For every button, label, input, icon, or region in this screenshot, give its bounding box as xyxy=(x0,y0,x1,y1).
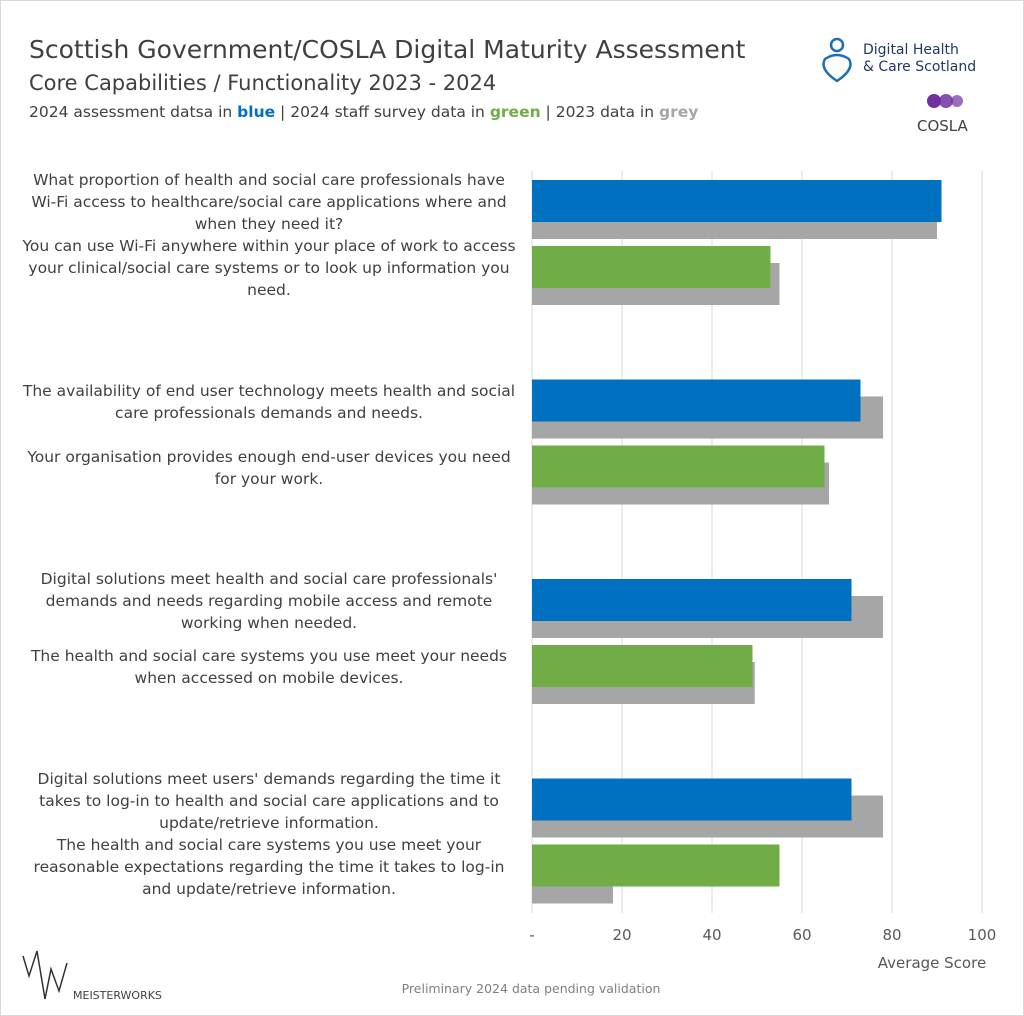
bar xyxy=(532,579,852,621)
bar xyxy=(532,246,771,288)
x-axis-label: Average Score xyxy=(878,954,986,972)
legend-text: 2024 assessment datsa in xyxy=(29,103,238,121)
logo-text: MEISTERWORKS xyxy=(73,989,162,1002)
x-tick-label: 20 xyxy=(612,926,631,944)
bar xyxy=(532,844,780,887)
bar xyxy=(532,445,825,488)
category-label: Digital solutions meet users' demands re… xyxy=(37,769,501,832)
legend-key: blue xyxy=(237,103,276,121)
category-label: Digital solutions meet health and social… xyxy=(40,570,498,632)
footnote: Preliminary 2024 data pending validation xyxy=(401,981,661,996)
meisterworks-icon xyxy=(22,950,68,1000)
legend-key: grey xyxy=(658,103,699,121)
category-label: You can use Wi-Fi anywhere within your p… xyxy=(22,237,516,299)
legend-line: 2024 assessment datsa in blue | 2024 sta… xyxy=(29,103,698,121)
logo-text: COSLA xyxy=(917,117,968,135)
subtitle: Core Capabilities / Functionality 2023 -… xyxy=(29,71,497,95)
x-tick-label: - xyxy=(529,926,534,944)
bar xyxy=(532,180,942,222)
x-tick-label: 100 xyxy=(968,926,997,944)
category-label: The health and social care systems you u… xyxy=(30,647,508,687)
cosla-icon xyxy=(927,94,963,108)
category-label: What proportion of health and social car… xyxy=(31,171,507,233)
legend-text: | 2023 data in xyxy=(540,103,659,121)
category-label: Your organisation provides enough end-us… xyxy=(27,447,511,488)
x-tick-label: 80 xyxy=(882,926,901,944)
logo-text: & Care Scotland xyxy=(863,59,977,75)
bar xyxy=(532,379,861,422)
title: Scottish Government/COSLA Digital Maturi… xyxy=(29,35,746,64)
x-tick-label: 60 xyxy=(792,926,811,944)
category-label: The health and social care systems you u… xyxy=(33,835,505,898)
bar xyxy=(532,645,753,687)
legend-text: | 2024 staff survey data in xyxy=(275,103,490,121)
legend-key: green xyxy=(489,103,541,121)
dhcs-icon xyxy=(822,37,852,83)
category-label: The availability of end user technology … xyxy=(22,381,516,422)
x-tick-label: 40 xyxy=(702,926,721,944)
bar xyxy=(532,778,852,821)
logo-text: Digital Health xyxy=(863,42,959,58)
